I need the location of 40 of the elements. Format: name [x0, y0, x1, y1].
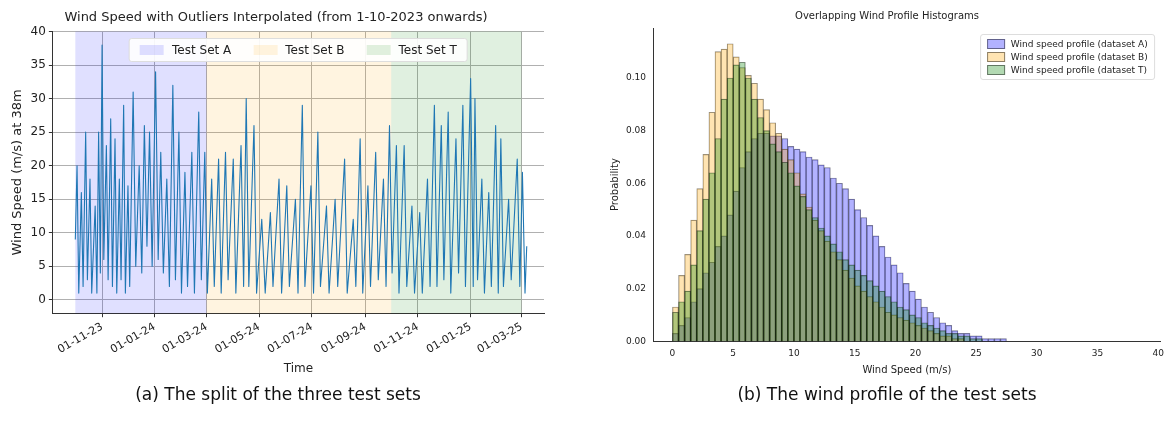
x-tick-label: 0	[669, 347, 676, 358]
x-tick-label: 35	[1091, 347, 1104, 358]
band-label: Test Set A	[172, 42, 232, 57]
y-tick-label: 15	[30, 191, 46, 206]
y-tick-label: 40	[30, 23, 46, 38]
y-tick-label: 0.10	[625, 72, 647, 83]
x-tick-label: 20	[909, 347, 922, 358]
y-tick-label: 0.06	[625, 177, 647, 188]
legend-label: Wind speed profile (dataset T)	[1010, 65, 1148, 75]
chart-title: Overlapping Wind Profile Histograms	[795, 9, 979, 21]
chart-title: Wind Speed with Outliers Interpolated (from 1-10-2023 onwards)	[64, 9, 488, 25]
y-tick-label: 0.02	[625, 282, 647, 293]
y-tick-label: 0	[38, 291, 46, 306]
y-axis-title: Probability	[608, 158, 620, 212]
x-tick-label: 40	[1152, 347, 1165, 358]
x-tick-label: 15	[848, 347, 861, 358]
y-tick-label: 30	[30, 90, 46, 105]
text: (b) The wind profile of the test sets	[737, 384, 1037, 404]
legend-label: Wind speed profile (dataset B)	[1010, 52, 1148, 62]
text: (a) The split of the three test sets	[135, 384, 421, 404]
y-tick-label: 10	[30, 224, 46, 239]
y-tick-label: 5	[38, 258, 46, 273]
y-tick-label: 20	[30, 157, 46, 172]
legend-box: Wind speed profile (dataset A) Wind speed profile (dataset B) Wind speed profile (dataset T)	[979, 34, 1155, 80]
band-label: Test Set T	[398, 42, 457, 57]
x-tick-label: 10	[788, 347, 800, 358]
x-tick-label: 5	[730, 347, 737, 358]
y-tick-label: 25	[30, 124, 46, 139]
x-tick-label: 25	[970, 347, 982, 358]
legend-label: Wind speed profile (dataset A)	[1010, 39, 1148, 49]
y-axis-title: Wind Speed (m/s) at 38m	[9, 89, 25, 256]
x-axis-title: Time	[282, 360, 314, 375]
band-label: Test Set B	[285, 42, 345, 57]
y-tick-label: 0.04	[625, 230, 647, 241]
y-tick-label: 0.00	[625, 335, 647, 346]
y-tick-label: 0.08	[625, 124, 647, 135]
x-axis-title: Wind Speed (m/s)	[862, 363, 952, 375]
y-tick-label: 35	[30, 57, 46, 72]
legend-box: Test Set A Test Set B Test Set T	[129, 37, 468, 62]
x-tick-label: 30	[1031, 347, 1043, 358]
